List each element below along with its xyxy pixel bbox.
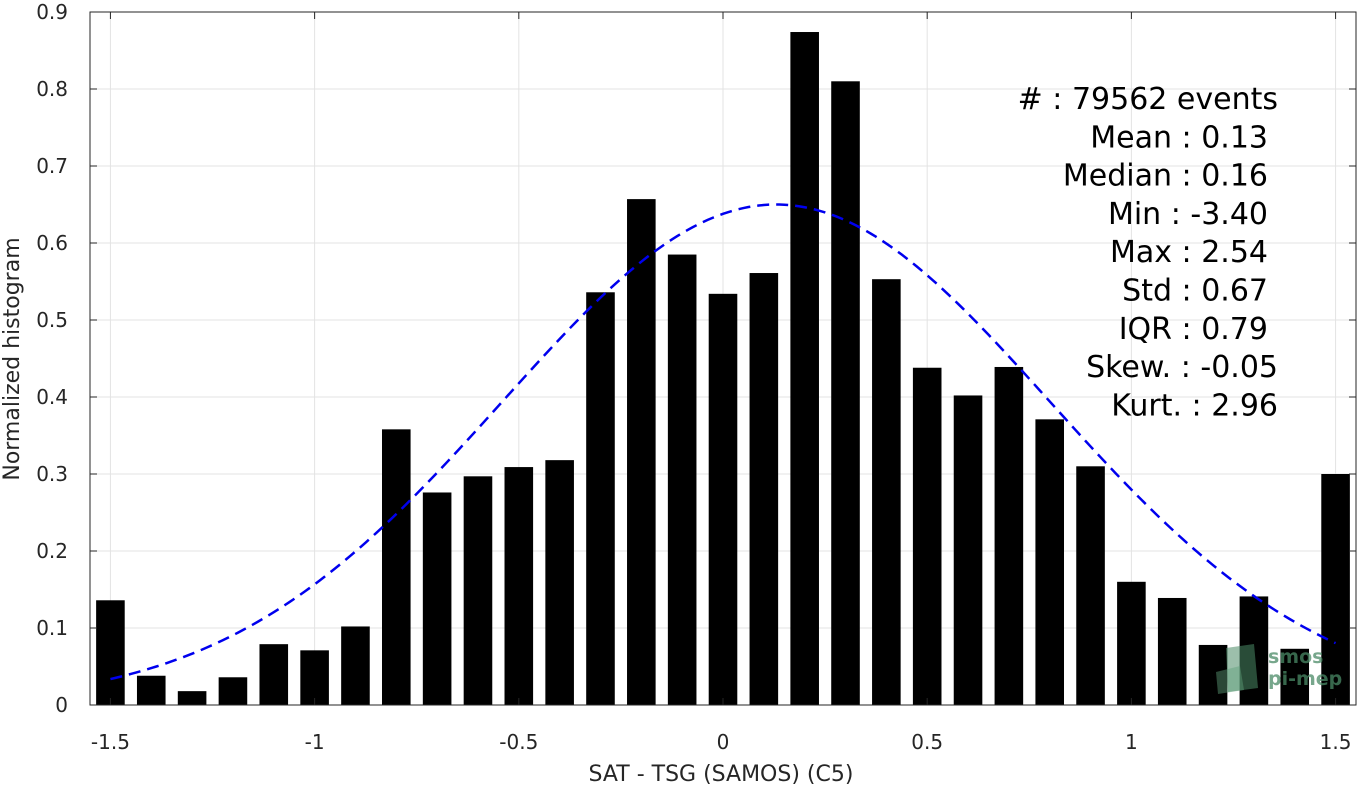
x-tick-label: 1: [1125, 730, 1138, 754]
x-tick-label: -1: [305, 730, 325, 754]
histogram-bar: [1157, 597, 1187, 705]
ticks: [90, 11, 1356, 706]
histogram-bar: [422, 492, 452, 705]
y-tick-label: 0.3: [36, 462, 68, 486]
stat-line: # : 79562 events: [1018, 82, 1278, 117]
y-tick-label: 0.2: [36, 539, 68, 563]
histogram-bar: [545, 460, 574, 705]
y-tick-label: 0.9: [36, 0, 68, 24]
histogram-bar: [381, 429, 411, 705]
histogram-bar: [1076, 466, 1105, 705]
histogram-bar: [953, 395, 983, 705]
y-axis-label: Normalized histogram: [0, 237, 25, 480]
histogram-bar: [872, 279, 901, 705]
stat-line: Mean : 0.13: [1090, 120, 1268, 155]
logo-mark-shadow-icon: [1216, 666, 1244, 694]
histogram-bar: [831, 81, 860, 706]
stat-line: Median : 0.16: [1063, 159, 1268, 194]
histogram-bar: [341, 626, 370, 705]
smos-pi-mep-logo: smos pi-mep: [1216, 644, 1342, 694]
stat-line: Kurt. : 2.96: [1111, 388, 1278, 423]
histogram-bar: [586, 292, 615, 705]
x-tick-labels: -1.5 -1 -0.5 0 0.5 1 1.5: [91, 730, 1352, 754]
x-tick-label: 1.5: [1320, 730, 1352, 754]
histogram-bar: [136, 675, 166, 705]
histogram-bar: [177, 691, 207, 705]
y-tick-label: 0.1: [36, 616, 68, 640]
histogram-bar: [667, 254, 697, 706]
x-tick-label: 0.5: [911, 730, 943, 754]
y-tick-label: 0: [55, 693, 68, 717]
histogram-bar: [790, 32, 819, 705]
logo-text-line2: pi-mep: [1268, 668, 1342, 690]
y-tick-label: 0.4: [36, 385, 68, 409]
y-tick-label: 0.5: [36, 308, 68, 332]
y-tick-label: 0.7: [36, 154, 68, 178]
histogram-bar: [1321, 474, 1350, 705]
histogram-bar: [504, 467, 534, 705]
gaussian-fit: [110, 203, 1337, 681]
histogram-bar: [300, 650, 329, 705]
histogram-bar: [749, 273, 779, 705]
logo-mark-icon: [1226, 644, 1258, 692]
x-axis-label: SAT - TSG (SAMOS) (C5): [589, 762, 854, 785]
x-tick-label: -1.5: [91, 730, 130, 754]
histogram-bar: [708, 293, 738, 705]
histogram-bar: [1198, 644, 1228, 705]
y-tick-labels: 0 0.1 0.2 0.3 0.4 0.5 0.6 0.7 0.8 0.9: [36, 0, 68, 717]
histogram-bar: [96, 600, 125, 705]
x-tick-label: -0.5: [499, 730, 538, 754]
stat-line: Min : -3.40: [1108, 197, 1268, 232]
stat-line: Std : 0.67: [1122, 274, 1268, 309]
histogram-bar: [218, 677, 248, 705]
histogram-bar: [463, 476, 493, 705]
stat-line: IQR : 0.79: [1119, 312, 1268, 347]
y-tick-label: 0.6: [36, 231, 68, 255]
histogram-bar: [994, 366, 1024, 705]
gaussian-fit-line: [110, 203, 1337, 681]
stat-line: Max : 2.54: [1110, 235, 1268, 270]
y-tick-label: 0.8: [36, 77, 68, 101]
histogram-bar: [912, 367, 942, 705]
histogram-bar: [1035, 419, 1065, 705]
histogram-bar: [1117, 581, 1146, 705]
stat-line: Skew. : -0.05: [1086, 350, 1278, 385]
histogram-bar: [259, 644, 289, 705]
histogram-bar: [627, 199, 656, 706]
logo-text-line1: smos: [1268, 646, 1323, 668]
x-tick-label: 0: [717, 730, 730, 754]
histogram-bar: [1280, 648, 1310, 705]
